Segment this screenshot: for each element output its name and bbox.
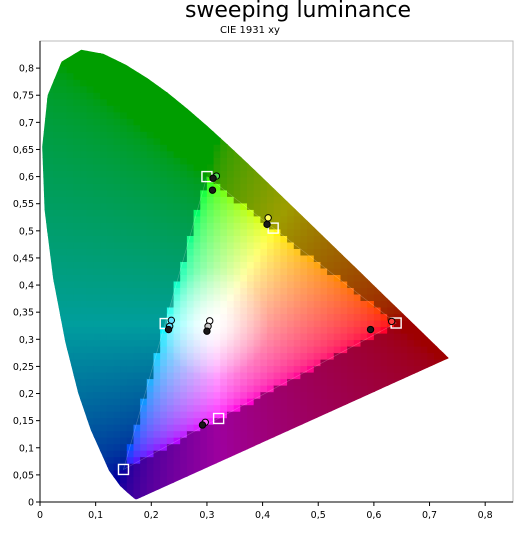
y-tick-label: 0,25	[13, 362, 34, 373]
gamut-triangle	[122, 176, 397, 471]
y-tick-label: 0,65	[13, 145, 34, 156]
x-tick-label: 0,6	[366, 510, 381, 521]
axes: 0 0,1 0,2 0,3 0,4 0,5 0,6 0,7 0,8 0 0,05 0,1 0,15 0,2…	[13, 41, 513, 521]
point-cyan-3	[164, 325, 173, 334]
target-yellow	[267, 222, 279, 234]
y-tick-label: 0,05	[13, 470, 34, 481]
x-tick-label: 0,3	[199, 510, 214, 521]
x-tick-label: 0,1	[88, 510, 103, 521]
point-magenta-2	[198, 421, 207, 429]
x-tick-label: 0	[37, 510, 43, 521]
y-tick-label: 0,7	[19, 118, 34, 129]
point-red-2	[366, 325, 375, 334]
y-tick-label: 0,3	[19, 335, 34, 346]
point-green-3	[208, 186, 217, 194]
y-tick-label: 0,2	[19, 389, 34, 400]
target-blue	[117, 463, 130, 476]
y-tick-label: 0,1	[19, 443, 34, 454]
y-tick-label: 0,4	[19, 281, 34, 292]
y-tick-label: 0,15	[13, 416, 34, 427]
whitepoint-glow	[159, 268, 270, 379]
x-tick-label: 0,2	[144, 510, 159, 521]
chart-subtitle: CIE 1931 xy	[220, 25, 280, 36]
point-green-2	[209, 174, 217, 182]
point-white-3	[203, 327, 211, 335]
y-tick-label: 0,6	[19, 172, 34, 183]
measured-points	[164, 172, 396, 429]
chart-title: sweeping luminance	[184, 0, 412, 23]
y-tick-label: 0,75	[13, 91, 34, 102]
x-tick-label: 0,7	[422, 510, 437, 521]
y-tick-label: 0,8	[19, 64, 34, 75]
point-cyan-1	[167, 316, 176, 325]
gamut-outline	[122, 176, 397, 471]
point-yellow-1	[264, 214, 272, 222]
point-yellow-2	[263, 220, 271, 229]
y-tick-label: 0,5	[19, 226, 34, 237]
x-tick-label: 0,5	[311, 510, 326, 521]
point-red-1	[387, 317, 396, 326]
y-tick-label: 0,35	[13, 308, 34, 319]
spectral-locus	[42, 49, 449, 500]
chromaticity-fill	[42, 49, 449, 500]
x-tick-label: 0,8	[478, 510, 493, 521]
x-tick-label: 0,4	[255, 510, 270, 521]
y-tick-label: 0	[28, 498, 34, 509]
y-tick-label: 0,45	[13, 253, 34, 264]
target-magenta	[212, 412, 225, 425]
y-tick-label: 0,55	[13, 199, 34, 210]
